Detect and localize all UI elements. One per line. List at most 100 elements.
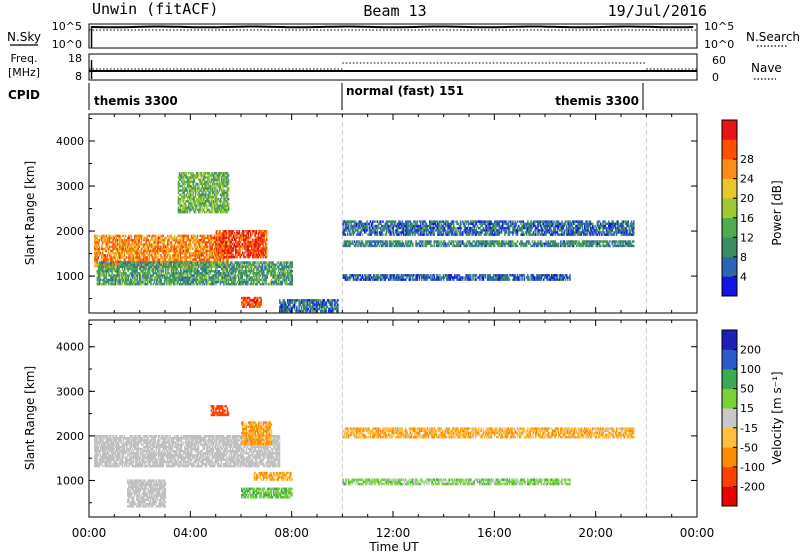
power-cell-6: [356, 233, 358, 236]
power-cell-2: [187, 280, 190, 284]
power-cell-3: [210, 204, 213, 207]
power-cell-2: [244, 261, 247, 264]
power-cell-6: [418, 224, 421, 228]
power-cell-0: [132, 241, 135, 244]
power-cell-3: [226, 174, 229, 177]
power-cell-2: [186, 274, 189, 277]
power-cell-2: [182, 276, 184, 279]
power-cell-3: [186, 182, 189, 186]
power-cell-0: [216, 258, 218, 261]
power-cell-0: [123, 241, 126, 244]
power-cell-0: [136, 243, 138, 246]
power-cell-1: [230, 249, 233, 252]
power-cell-0: [226, 262, 228, 266]
power-cell-2: [271, 280, 273, 284]
power-cell-6: [480, 233, 482, 236]
power-cell-2: [265, 265, 267, 269]
power-cell-2: [129, 261, 132, 264]
power-cell-0: [123, 239, 126, 242]
power-cell-4: [250, 305, 252, 308]
power-cell-5: [310, 305, 313, 309]
power-cell-6: [427, 233, 430, 236]
power-cell-0: [96, 245, 98, 248]
power-cell-5: [330, 303, 332, 306]
power-cell-6: [395, 224, 398, 228]
power-cell-3: [211, 189, 214, 192]
power-cell-1: [225, 251, 228, 255]
power-cell-0: [179, 254, 182, 257]
power-cell-0: [177, 241, 179, 244]
power-cell-0: [137, 247, 139, 251]
power-cell-1: [232, 230, 235, 233]
power-cell-0: [205, 254, 208, 257]
power-cell-5: [293, 303, 296, 306]
power-cell-0: [224, 241, 226, 244]
power-cell-2: [208, 261, 210, 264]
power-cell-0: [118, 256, 120, 259]
power-cell-2: [97, 272, 100, 275]
power-cell-6: [495, 220, 497, 223]
power-cell-0: [191, 236, 193, 240]
power-cell-2: [252, 270, 255, 273]
power-cell-2: [124, 274, 126, 277]
power-cell-1: [247, 240, 250, 244]
power-cell-6: [398, 224, 400, 228]
power-cell-2: [124, 261, 126, 264]
power-cell-3: [216, 193, 218, 197]
power-cell-0: [162, 251, 165, 255]
power-cell-0: [183, 264, 185, 268]
power-cell-2: [152, 282, 155, 286]
power-cell-2: [203, 272, 206, 275]
power-cell-0: [105, 262, 108, 266]
power-cell-0: [139, 236, 142, 240]
power-cell-0: [104, 258, 106, 261]
power-cell-2: [242, 272, 245, 275]
power-cell-3: [200, 180, 203, 184]
power-cell-2: [224, 276, 226, 279]
power-cell-2: [130, 263, 133, 266]
power-cell-0: [118, 236, 120, 240]
power-cell-2: [285, 261, 288, 264]
power-cell-2: [173, 267, 175, 271]
power-cell-2: [183, 278, 185, 282]
power-cell-0: [99, 251, 102, 255]
power-cell-1: [220, 240, 222, 244]
power-cell-2: [249, 278, 251, 282]
power-cell-6: [490, 233, 493, 236]
power-cell-6: [398, 220, 400, 223]
power-cell-2: [152, 272, 155, 275]
power-cell-2: [231, 280, 233, 284]
power-cell-1: [249, 240, 252, 244]
power-cell-0: [115, 243, 118, 246]
power-cell-6: [380, 226, 382, 230]
power-cell-2: [274, 267, 276, 271]
power-cell-6: [385, 231, 388, 234]
power-cell-2: [118, 280, 120, 284]
power-cell-2: [159, 276, 161, 279]
power-cell-5: [337, 299, 339, 302]
power-cell-5: [301, 303, 304, 306]
power-cell-1: [243, 232, 245, 235]
power-cell-6: [378, 226, 381, 230]
power-cell-6: [369, 231, 372, 234]
power-cell-2: [258, 280, 261, 284]
power-cell-1: [217, 249, 220, 252]
power-cell-3: [215, 172, 217, 175]
power-cell-0: [162, 243, 165, 246]
power-cell-2: [119, 282, 121, 286]
power-cell-6: [479, 231, 481, 234]
power-cell-2: [225, 272, 227, 275]
power-cell-2: [138, 265, 141, 269]
power-cell-1: [215, 230, 218, 233]
power-cell-2: [253, 265, 256, 269]
power-cell-3: [226, 204, 229, 207]
power-cell-2: [109, 274, 111, 277]
power-cell-1: [217, 245, 220, 248]
power-cell-2: [283, 276, 286, 279]
power-cell-3: [206, 176, 208, 179]
power-cell-0: [194, 258, 196, 261]
power-cell-2: [113, 263, 116, 266]
power-cell-2: [134, 263, 136, 266]
power-cell-2: [159, 278, 161, 282]
power-cell-6: [425, 226, 428, 230]
